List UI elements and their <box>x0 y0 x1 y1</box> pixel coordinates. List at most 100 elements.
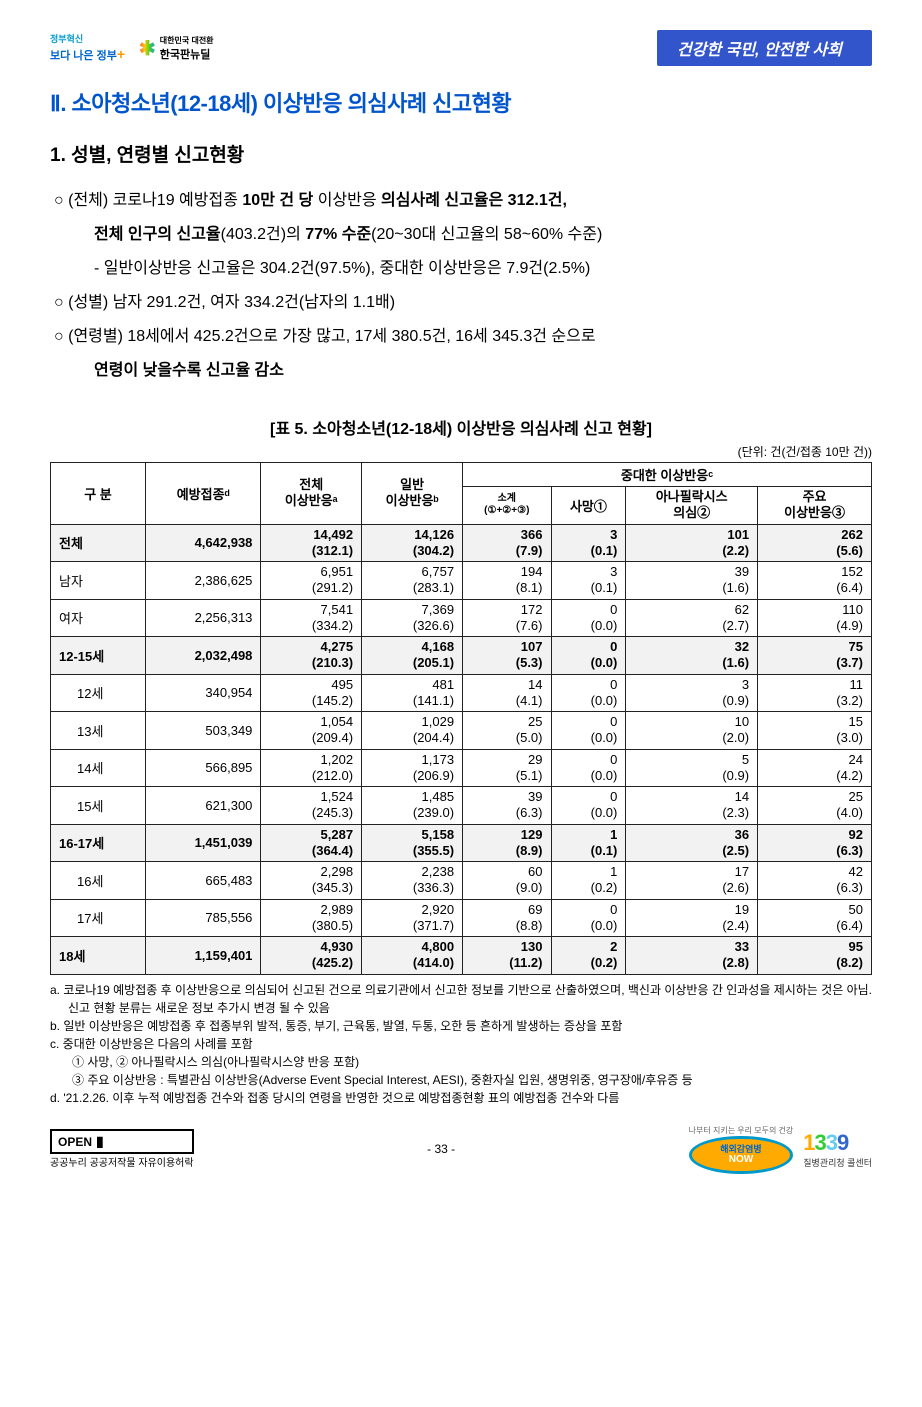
page-number: - 33 - <box>427 1142 455 1156</box>
cell-vacc: 665,483 <box>145 862 261 900</box>
license-icon: ▮ <box>96 1133 104 1150</box>
cell-death: 0(0.0) <box>551 637 626 675</box>
cell-total: 1,524(245.3) <box>261 787 362 825</box>
cell-subtotal: 39(6.3) <box>463 787 551 825</box>
th-subtotal: 소계 (①+②+③) <box>463 487 551 525</box>
cell-major: 42(6.3) <box>758 862 872 900</box>
cell-anaphylaxis: 19(2.4) <box>626 899 758 937</box>
cell-vacc: 566,895 <box>145 749 261 787</box>
call-sub: 질병관리청 콜센터 <box>803 1156 872 1169</box>
cell-death: 1(0.2) <box>551 862 626 900</box>
plus-icon: + <box>117 46 125 62</box>
cell-major: 24(4.2) <box>758 749 872 787</box>
para-age-line2: 연령이 낮을수록 신고율 감소 <box>54 355 872 387</box>
cell-subtotal: 366(7.9) <box>463 524 551 562</box>
logo-gov-innovation: 정부혁신 보다 나은 정부+ <box>50 33 125 63</box>
row-label: 15세 <box>51 787 146 825</box>
table-row: 12세340,954495(145.2)481(141.1)14(4.1)0(0… <box>51 674 872 712</box>
para-age: ○ (연령별) 18세에서 425.2건으로 가장 많고, 17세 380.5건… <box>54 321 872 353</box>
subsection-title: 1. 성별, 연령별 신고현황 <box>50 140 872 167</box>
cell-total: 1,202(212.0) <box>261 749 362 787</box>
cell-general: 4,168(205.1) <box>362 637 463 675</box>
table-unit: (단위: 건(건/접종 10만 건)) <box>50 443 872 460</box>
table-caption: [표 5. 소아청소년(12-18세) 이상반응 의심사례 신고 현황] <box>50 415 872 439</box>
table-row: 14세566,8951,202(212.0)1,173(206.9)29(5.1… <box>51 749 872 787</box>
row-label: 18세 <box>51 937 146 975</box>
star-icon: ✱ <box>139 36 156 61</box>
cell-total: 5,287(364.4) <box>261 824 362 862</box>
cell-anaphylaxis: 14(2.3) <box>626 787 758 825</box>
table-row: 남자2,386,6256,951(291.2)6,757(283.1)194(8… <box>51 562 872 600</box>
cell-death: 0(0.0) <box>551 899 626 937</box>
cell-major: 15(3.0) <box>758 712 872 750</box>
note-c1: ① 사망, ② 아나필락시스 의심(아나필락시스양 반응 포함) <box>50 1053 872 1071</box>
cell-general: 6,757(283.1) <box>362 562 463 600</box>
cell-major: 152(6.4) <box>758 562 872 600</box>
table-head: 구 분 예방접종ᵈ 전체 이상반응ᵃ 일반 이상반응ᵇ 중대한 이상반응ᶜ 소계… <box>51 463 872 525</box>
table-row: 12-15세2,032,4984,275(210.3)4,168(205.1)1… <box>51 637 872 675</box>
row-label: 남자 <box>51 562 146 600</box>
cell-death: 1(0.1) <box>551 824 626 862</box>
cell-vacc: 340,954 <box>145 674 261 712</box>
nabuteo-text: 나부터 지키는 우리 모두의 건강 <box>689 1125 794 1136</box>
cell-major: 262(5.6) <box>758 524 872 562</box>
cell-anaphylaxis: 33(2.8) <box>626 937 758 975</box>
table-row: 17세785,5562,989(380.5)2,920(371.7)69(8.8… <box>51 899 872 937</box>
cell-subtotal: 107(5.3) <box>463 637 551 675</box>
row-label: 여자 <box>51 599 146 637</box>
cell-total: 4,275(210.3) <box>261 637 362 675</box>
cell-death: 0(0.0) <box>551 712 626 750</box>
table-row: 전체4,642,93814,492(312.1)14,126(304.2)366… <box>51 524 872 562</box>
footer-right: 나부터 지키는 우리 모두의 건강 해외감염병 NOW 1339 질병관리청 콜… <box>689 1125 872 1175</box>
note-c: c. 중대한 이상반응은 다음의 사례를 포함 <box>50 1035 872 1053</box>
logo1-top: 정부혁신 <box>50 34 83 44</box>
cell-subtotal: 60(9.0) <box>463 862 551 900</box>
cell-subtotal: 69(8.8) <box>463 899 551 937</box>
cell-total: 2,989(380.5) <box>261 899 362 937</box>
section-title: Ⅱ. 소아청소년(12-18세) 이상반응 의심사례 신고현황 <box>50 86 872 118</box>
cell-general: 2,920(371.7) <box>362 899 463 937</box>
footer-row: OPEN ▮ 공공누리 공공저작물 자유이용허락 - 33 - 나부터 지키는 … <box>50 1125 872 1175</box>
note-b: b. 일반 이상반응은 예방접종 후 접종부위 발적, 통증, 부기, 근육통,… <box>50 1017 872 1035</box>
cell-death: 3(0.1) <box>551 562 626 600</box>
th-vaccinations: 예방접종ᵈ <box>145 463 261 525</box>
summary-paragraphs: ○ (전체) 코로나19 예방접종 10만 건 당 이상반응 의심사례 신고율은… <box>54 185 872 387</box>
header-banner: 건강한 국민, 안전한 사회 <box>657 30 872 66</box>
row-label: 12-15세 <box>51 637 146 675</box>
cell-subtotal: 29(5.1) <box>463 749 551 787</box>
row-label: 전체 <box>51 524 146 562</box>
cell-subtotal: 130(11.2) <box>463 937 551 975</box>
overseas-disease-badge: 해외감염병 NOW <box>689 1136 794 1175</box>
table-footnotes: a. 코로나19 예방접종 후 이상반응으로 의심되어 신고된 건으로 의료기관… <box>50 981 872 1107</box>
para-sex: ○ (성별) 남자 291.2건, 여자 334.2건(남자의 1.1배) <box>54 287 872 319</box>
call-1339: 1339 질병관리청 콜센터 <box>803 1130 872 1169</box>
cell-death: 3(0.1) <box>551 524 626 562</box>
cell-major: 110(4.9) <box>758 599 872 637</box>
open-sub: 공공누리 공공저작물 자유이용허락 <box>50 1154 194 1169</box>
th-death: 사망① <box>551 487 626 525</box>
para-general: - 일반이상반응 신고율은 304.2건(97.5%), 중대한 이상반응은 7… <box>54 253 872 285</box>
cell-anaphylaxis: 5(0.9) <box>626 749 758 787</box>
table-row: 15세621,3001,524(245.3)1,485(239.0)39(6.3… <box>51 787 872 825</box>
cell-vacc: 1,159,401 <box>145 937 261 975</box>
cell-major: 75(3.7) <box>758 637 872 675</box>
cell-subtotal: 25(5.0) <box>463 712 551 750</box>
note-d: d. '21.2.26. 이후 누적 예방접종 건수와 접종 당시의 연령을 반… <box>50 1089 872 1107</box>
logo1-main: 보다 나은 정부 <box>50 50 117 62</box>
table-row: 16세665,4832,298(345.3)2,238(336.3)60(9.0… <box>51 862 872 900</box>
logo2-main: 한국판뉴딜 <box>160 49 211 61</box>
th-category: 구 분 <box>51 463 146 525</box>
cell-anaphylaxis: 62(2.7) <box>626 599 758 637</box>
cell-total: 495(145.2) <box>261 674 362 712</box>
cell-total: 6,951(291.2) <box>261 562 362 600</box>
cell-vacc: 1,451,039 <box>145 824 261 862</box>
th-anaphylaxis: 아나필락시스 의심② <box>626 487 758 525</box>
cell-anaphylaxis: 32(1.6) <box>626 637 758 675</box>
cell-vacc: 503,349 <box>145 712 261 750</box>
cell-death: 0(0.0) <box>551 749 626 787</box>
cell-vacc: 2,256,313 <box>145 599 261 637</box>
row-label: 14세 <box>51 749 146 787</box>
cell-death: 0(0.0) <box>551 599 626 637</box>
cell-subtotal: 172(7.6) <box>463 599 551 637</box>
header-logos: 정부혁신 보다 나은 정부+ ✱ 대한민국 대전환 한국판뉴딜 <box>50 33 214 63</box>
